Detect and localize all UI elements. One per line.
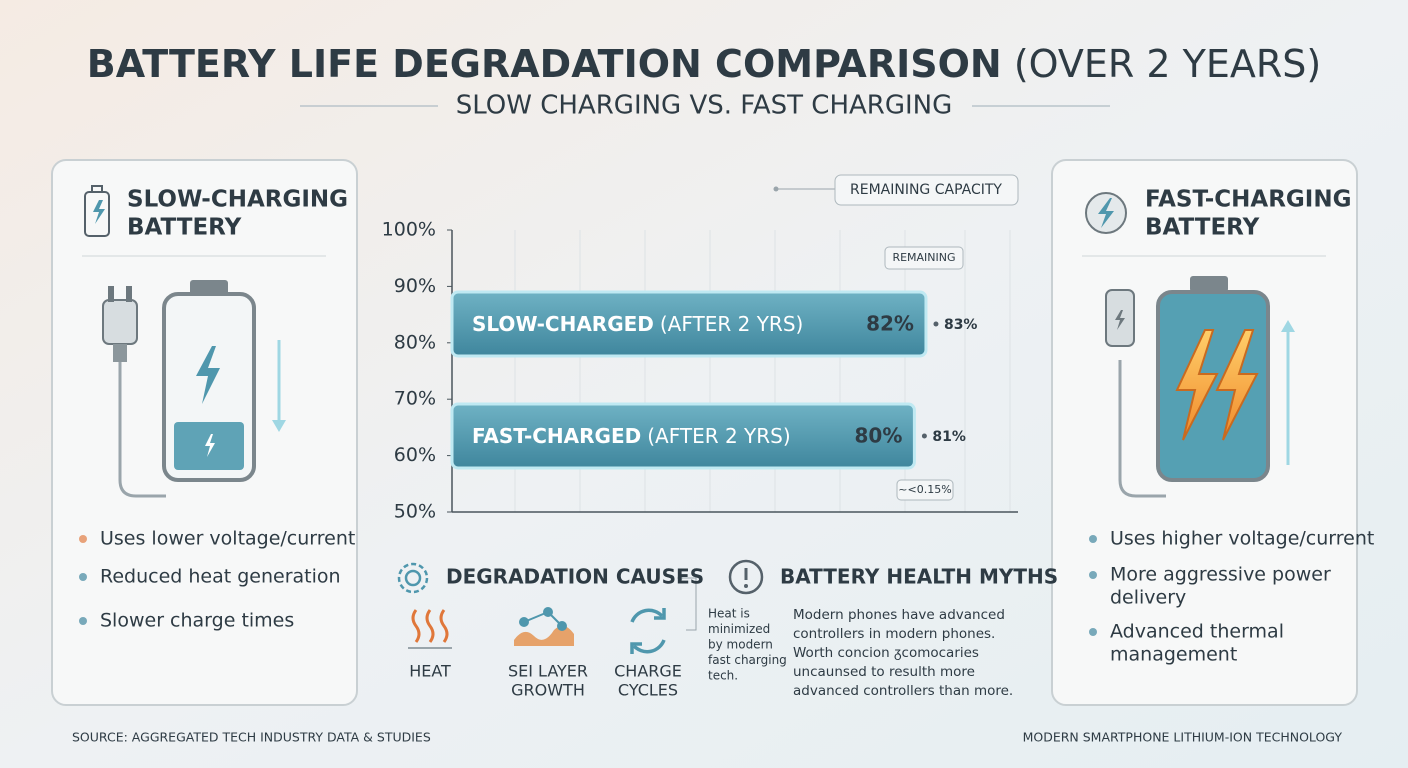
cause-label: CHARGE [614, 662, 682, 681]
connector-dot [921, 433, 927, 439]
value-label: 82% [866, 312, 914, 336]
side-note: 83% [944, 317, 978, 333]
connector [680, 577, 697, 631]
cause-label: GROWTH [511, 681, 585, 700]
battery-icon [84, 185, 110, 237]
bullet-dot [79, 535, 87, 543]
bullet-text: Advanced thermal [1110, 621, 1284, 643]
panel-title: BATTERY [1145, 215, 1260, 241]
category-name: SLOW-CHARGED [472, 312, 654, 336]
subtitle: SLOW CHARGING VS. FAST CHARGING [456, 91, 953, 121]
y-tick-label: 100% [382, 219, 436, 241]
bullet-text: Reduced heat generation [100, 566, 341, 588]
bullet-dot [79, 573, 87, 581]
category-name: FAST-CHARGED [472, 424, 641, 448]
bottom-note: ~<0.15% [898, 483, 951, 496]
bullet-dot [1089, 535, 1097, 543]
title-main: BATTERY LIFE DEGRADATION COMPARISON [87, 42, 1002, 86]
panel-title: FAST-CHARGING [1145, 187, 1352, 213]
bar [450, 402, 916, 470]
title: BATTERY LIFE DEGRADATION COMPARISON (OVE… [87, 42, 1321, 86]
y-tick-label: 60% [394, 444, 436, 466]
bullet-dot [1089, 628, 1097, 636]
cause-note: Heat is [708, 607, 750, 621]
myth-text: controllers in modern phones. [793, 626, 995, 642]
legend-box [834, 174, 1019, 206]
y-tick-label: 90% [394, 275, 436, 297]
fast-icon [1085, 192, 1127, 234]
category-note: (AFTER 2 YRS) [660, 312, 803, 336]
bullet-dot [79, 617, 87, 625]
note-box [884, 246, 964, 270]
side-note: 81% [932, 429, 966, 445]
cause-note: tech. [708, 669, 738, 683]
cycle-icon [630, 608, 666, 654]
myth-text: Worth concion ᵹcomocaries [793, 645, 979, 661]
myth-text: advanced controllers than more. [793, 683, 1013, 699]
cause-label: HEAT [409, 662, 451, 681]
section-title: BATTERY HEALTH MYTHS [780, 565, 1058, 589]
cause-label: CYCLES [618, 681, 678, 700]
bar [450, 290, 928, 358]
bullet-text: Uses higher voltage/current [1110, 528, 1374, 550]
panel-title: BATTERY [127, 215, 242, 241]
connector-dot [773, 186, 779, 192]
footer-tech: MODERN SMARTPHONE LITHIUM-ION TECHNOLOGY [1023, 730, 1343, 745]
cause-label: SEI LAYER [508, 662, 588, 681]
category-label: FAST-CHARGED (AFTER 2 YRS) [472, 424, 791, 448]
bullet-text: delivery [1110, 587, 1186, 609]
bullet-text: More aggressive power [1110, 564, 1331, 586]
value-label: 80% [855, 424, 903, 448]
category-label: SLOW-CHARGED (AFTER 2 YRS) [472, 312, 803, 336]
fast-battery-illustration [1105, 276, 1295, 498]
y-tick-label: 70% [394, 388, 436, 410]
connector-dot [933, 321, 939, 327]
category-note: (AFTER 2 YRS) [647, 424, 790, 448]
cause-note: minimized [708, 622, 770, 636]
footer-source: SOURCE: AGGREGATED TECH INDUSTRY DATA & … [72, 730, 431, 745]
connector-dot [677, 575, 683, 581]
bullet-dot [1089, 571, 1097, 579]
note-box [896, 479, 954, 501]
sei-icon [514, 607, 574, 646]
y-tick-label: 50% [394, 501, 436, 523]
panel-title: SLOW-CHARGING [127, 187, 348, 213]
myth-text: uncaunsed to resulth more [793, 664, 975, 680]
bullet-text: management [1110, 644, 1237, 666]
alert-icon [728, 559, 764, 595]
slow-battery-illustration [102, 280, 286, 498]
gear-icon [397, 562, 429, 594]
section-title: DEGRADATION CAUSES [446, 565, 704, 589]
heat-icon [408, 609, 452, 649]
cause-note: by modern [708, 638, 773, 652]
top-note: REMAINING [892, 251, 955, 264]
title-suffix: (OVER 2 YEARS) [1014, 42, 1321, 86]
legend-label: REMAINING CAPACITY [850, 182, 1002, 198]
cause-note: fast charging [708, 653, 787, 667]
bullet-text: Uses lower voltage/current [100, 528, 355, 550]
myth-text: Modern phones have advanced [793, 607, 1005, 623]
bullet-text: Slower charge times [100, 610, 294, 632]
y-tick-label: 80% [394, 331, 436, 353]
